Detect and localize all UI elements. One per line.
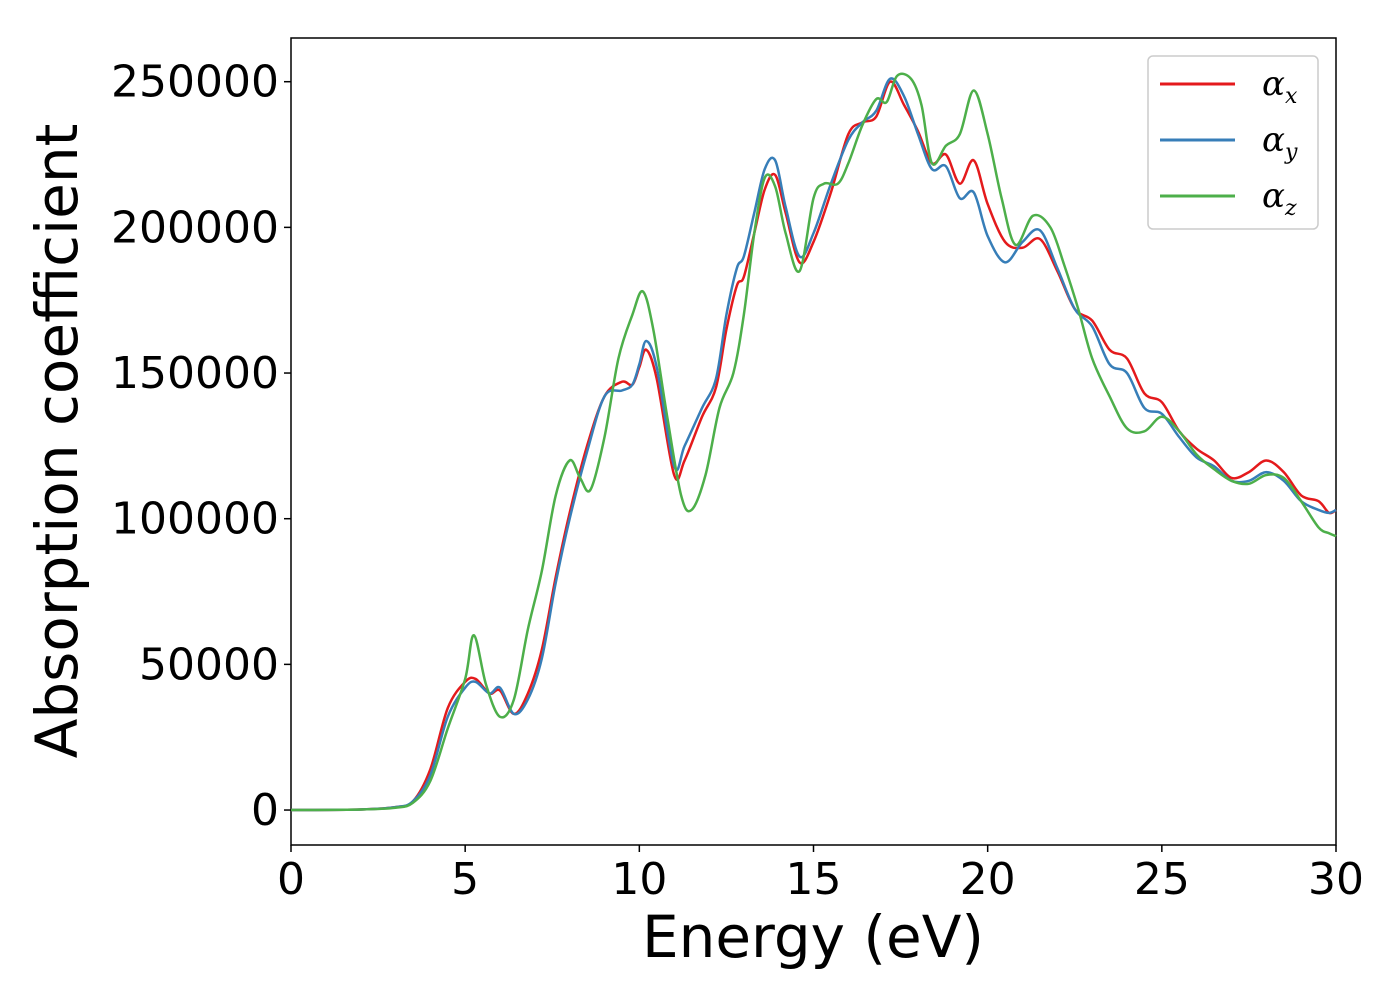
legend-box — [1147, 55, 1319, 230]
x-tick-label: 10 — [611, 854, 667, 905]
y-tick-label: 100000 — [111, 494, 279, 545]
y-axis-label: Absorption coefficient — [23, 124, 91, 759]
legend-label-x: αx — [1262, 64, 1298, 109]
y-tick-label: 0 — [251, 785, 279, 836]
series-line-y — [290, 77, 1337, 812]
y-tick-label: 200000 — [111, 202, 279, 253]
legend-label-z: αz — [1262, 176, 1297, 221]
y-tick-label: 50000 — [139, 639, 279, 690]
legend-label-y: αy — [1262, 120, 1298, 165]
x-tick-label: 30 — [1308, 854, 1364, 905]
y-tick-label: 250000 — [111, 57, 279, 108]
x-tick-label: 20 — [960, 854, 1016, 905]
x-axis-label: Energy (eV) — [642, 903, 984, 971]
x-tick-label: 15 — [786, 854, 842, 905]
legend: αx αy αz — [1147, 55, 1319, 230]
series-layer — [290, 72, 1337, 812]
x-tick-label: 5 — [451, 854, 479, 905]
series-line-z — [290, 72, 1337, 812]
y-tick-label: 150000 — [111, 348, 279, 399]
x-axis-ticks: 0 5 10 15 20 25 30 — [277, 845, 1364, 905]
x-tick-label: 0 — [277, 854, 305, 905]
x-tick-label: 25 — [1134, 854, 1190, 905]
y-axis-ticks: 0 50000 100000 150000 200000 250000 — [111, 57, 291, 836]
